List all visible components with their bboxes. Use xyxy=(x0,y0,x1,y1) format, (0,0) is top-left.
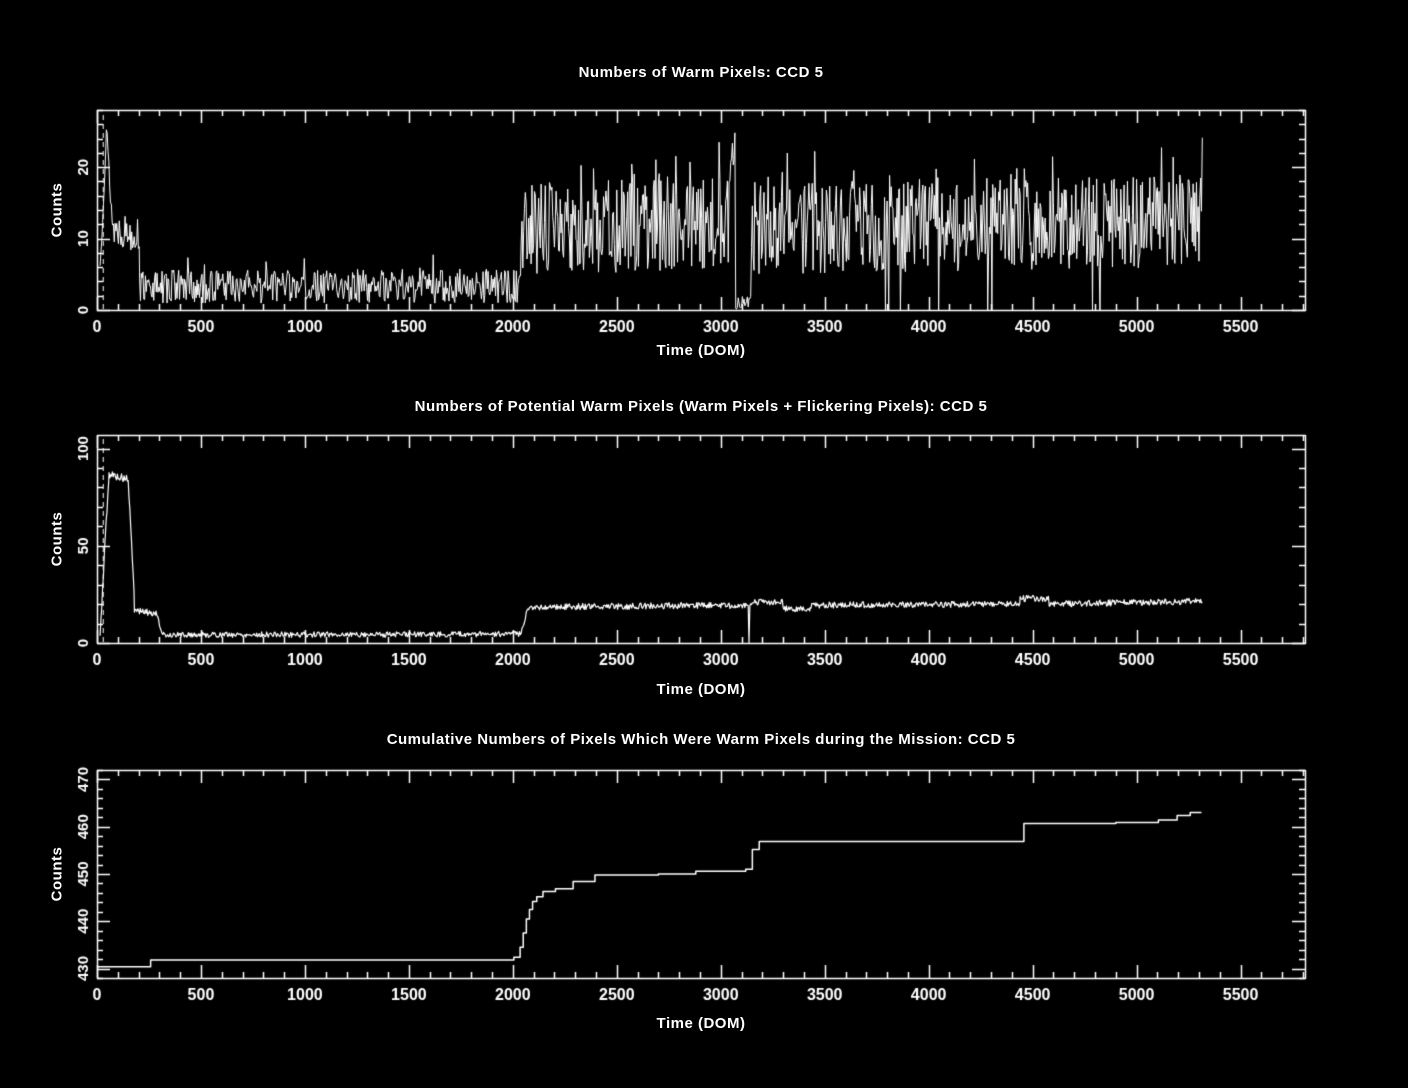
chart3-xaxis-label: Time (DOM) xyxy=(656,1015,746,1032)
chart2-xaxis-label: Time (DOM) xyxy=(656,681,746,698)
chart2-yaxis-label: Counts xyxy=(48,511,66,567)
chart1-title: Numbers of Warm Pixels: CCD 5 xyxy=(578,64,824,81)
chart2-title: Numbers of Potential Warm Pixels (Warm P… xyxy=(414,398,988,415)
chart1-yaxis-label: Counts xyxy=(48,182,66,238)
chart1-xaxis-label: Time (DOM) xyxy=(656,342,746,359)
chart3-yaxis-label: Counts xyxy=(48,846,66,902)
chart3-title: Cumulative Numbers of Pixels Which Were … xyxy=(386,731,1016,748)
